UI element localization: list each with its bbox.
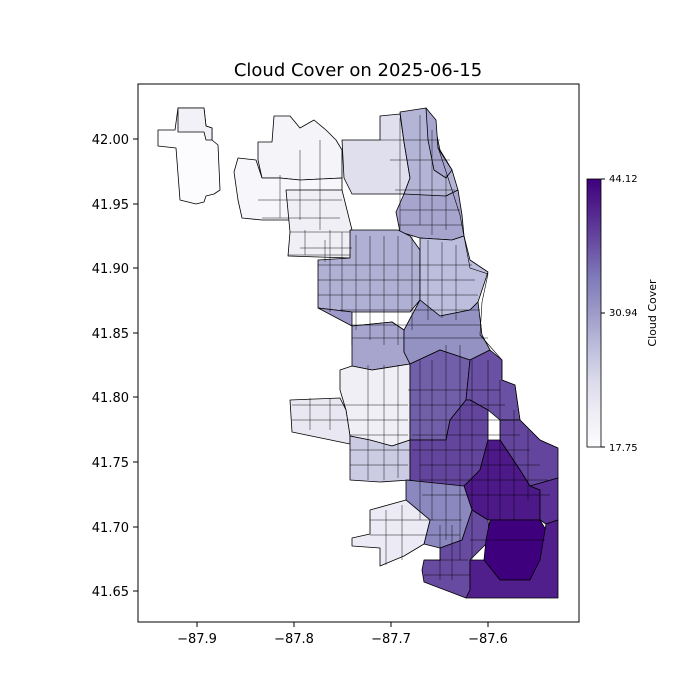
x-tick-label: −87.9 (177, 632, 217, 647)
colorbar: 44.12 30.94 17.75 Cloud Cover (586, 174, 659, 454)
map-region (403, 299, 491, 365)
colorbar-tick-label: 30.94 (609, 308, 638, 319)
map-area (157, 107, 559, 599)
map-region (349, 435, 411, 483)
x-tick-label: −87.6 (468, 632, 508, 647)
map-region (425, 107, 453, 179)
y-axis: 42.00 41.95 41.90 41.85 41.80 41.75 41.7… (92, 133, 138, 600)
y-tick-label: 42.00 (92, 133, 129, 148)
colorbar-tick-label: 17.75 (609, 443, 638, 454)
map-region (177, 107, 213, 141)
map-region (317, 229, 421, 313)
map-title: Cloud Cover on 2025-06-15 (234, 60, 482, 81)
map-regions (157, 107, 559, 599)
y-tick-label: 41.95 (92, 198, 129, 213)
map-region (419, 235, 489, 317)
tract-boundaries (258, 115, 550, 580)
y-tick-label: 41.65 (92, 585, 129, 600)
colorbar-tick-label: 44.12 (609, 174, 638, 185)
map-region (395, 189, 465, 241)
y-tick-label: 41.75 (92, 456, 129, 471)
colorbar-label: Cloud Cover (646, 279, 659, 347)
map-region (351, 499, 431, 567)
lake-shore (437, 146, 559, 449)
map-region (351, 321, 411, 371)
y-tick-label: 41.70 (92, 521, 129, 536)
colorbar-gradient (586, 178, 602, 448)
x-tick-label: −87.8 (274, 632, 314, 647)
axes-frame (137, 83, 580, 623)
x-tick-label: −87.7 (371, 632, 411, 647)
y-tick-label: 41.80 (92, 391, 129, 406)
map-region (465, 519, 559, 599)
y-tick-label: 41.90 (92, 262, 129, 277)
y-tick-label: 41.85 (92, 327, 129, 342)
x-axis: −87.9 −87.8 −87.7 −87.6 (177, 622, 508, 647)
